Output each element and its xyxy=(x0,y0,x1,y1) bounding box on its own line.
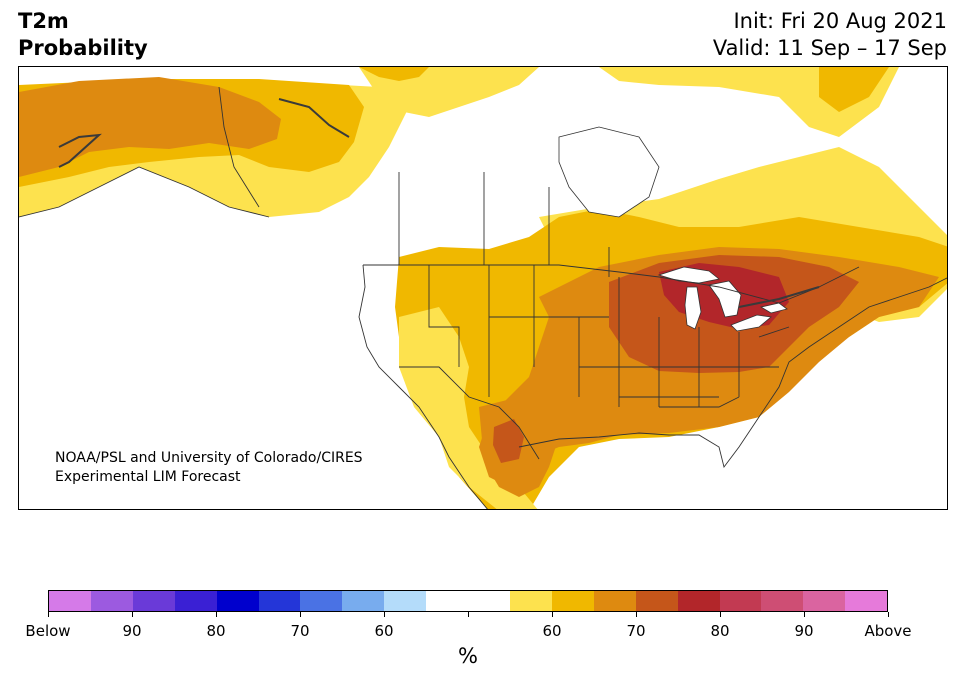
colorbar-tick xyxy=(803,612,805,617)
province-lines xyxy=(398,172,610,277)
colorbar-tick xyxy=(887,612,889,617)
colorbar-tick xyxy=(215,612,217,617)
colorbar-tick-label: 60 xyxy=(374,622,394,640)
colorbar-segment xyxy=(300,591,343,611)
colorbar-tick xyxy=(551,612,553,617)
map-svg xyxy=(19,67,947,509)
credit-line-2: Experimental LIM Forecast xyxy=(55,469,241,485)
colorbar-segment xyxy=(551,591,594,611)
hudson-bay xyxy=(558,126,660,218)
colorbar-segment xyxy=(90,591,133,611)
colorbar-segment xyxy=(635,591,678,611)
colorbar-tick-label: 80 xyxy=(206,622,226,640)
colorbar-segment xyxy=(593,591,636,611)
colorbar-segment xyxy=(761,591,804,611)
colorbar-segment xyxy=(803,591,846,611)
colorbar-segment xyxy=(426,591,469,611)
colorbar-tick-label: 70 xyxy=(290,622,310,640)
colorbar-segment xyxy=(132,591,175,611)
mackenzie-river xyxy=(278,98,350,138)
colorbar-segment xyxy=(509,591,552,611)
colorbar-tick-label: Below xyxy=(25,622,71,640)
prob-zone-texas-burnt xyxy=(493,419,524,463)
forecast-dates: Init: Fri 20 Aug 2021 Valid: 11 Sep – 17… xyxy=(713,8,947,62)
lake-erie xyxy=(730,314,772,332)
title-variable: T2m xyxy=(18,9,69,33)
colorbar-tick xyxy=(47,612,49,617)
colorbar-tick xyxy=(635,612,637,617)
colorbar-tick-label: 60 xyxy=(542,622,562,640)
alaska-coast xyxy=(19,166,270,218)
prob-zone-southwest-yellow xyxy=(399,307,538,509)
valid-dates: Valid: 11 Sep – 17 Sep xyxy=(712,36,947,60)
colorbar-tick xyxy=(719,612,721,617)
colorbar-segment xyxy=(677,591,720,611)
prob-zone-arctic-gold xyxy=(359,67,429,81)
borders xyxy=(19,86,947,509)
lake-superior xyxy=(657,266,720,284)
colorbar-unit: % xyxy=(458,644,478,668)
colorbar-tick-label: 80 xyxy=(710,622,730,640)
colorbar-segment xyxy=(258,591,301,611)
east-coast xyxy=(758,277,947,418)
map-title: T2m Probability xyxy=(18,8,148,62)
colorbar-tick xyxy=(467,612,469,617)
lake-michigan xyxy=(684,286,702,330)
prob-zone-greenland-gold xyxy=(819,67,889,112)
gulf-coast xyxy=(518,416,760,469)
credit-line-1: NOAA/PSL and University of Colorado/CIRE… xyxy=(55,450,363,466)
yukon-river xyxy=(58,133,102,168)
lake-ontario xyxy=(759,302,788,314)
prob-zone-alaska-orange xyxy=(19,77,281,177)
us-mexico-border xyxy=(399,366,540,460)
state-lines-east xyxy=(659,326,790,408)
forecast-map xyxy=(18,66,948,510)
rivers xyxy=(58,98,820,308)
colorbar-tick-label: 90 xyxy=(794,622,814,640)
colorbar-segment xyxy=(468,591,510,611)
colorbar-segment xyxy=(49,591,91,611)
colorbar-tick-label: 90 xyxy=(122,622,142,640)
init-date: Init: Fri 20 Aug 2021 xyxy=(733,9,947,33)
colorbar-tick xyxy=(131,612,133,617)
map-credit: NOAA/PSL and University of Colorado/CIRE… xyxy=(55,449,363,487)
colorbar-tick xyxy=(383,612,385,617)
lake-huron xyxy=(708,280,742,318)
west-coast xyxy=(358,264,488,509)
colorbar-segment xyxy=(174,591,217,611)
colorbar-segment xyxy=(845,591,888,611)
colorbar-segment xyxy=(216,591,259,611)
alaska-border xyxy=(218,86,260,208)
probability-colorbar xyxy=(48,590,888,612)
river-east xyxy=(738,286,820,308)
colorbar-segment xyxy=(384,591,427,611)
state-lines-west xyxy=(428,265,719,407)
colorbar-tick xyxy=(299,612,301,617)
colorbar-tick-label: Above xyxy=(864,622,912,640)
colorbar-tick-label: 70 xyxy=(626,622,646,640)
colorbar-segment xyxy=(342,591,385,611)
title-type: Probability xyxy=(18,36,148,60)
colorbar-segment xyxy=(719,591,762,611)
